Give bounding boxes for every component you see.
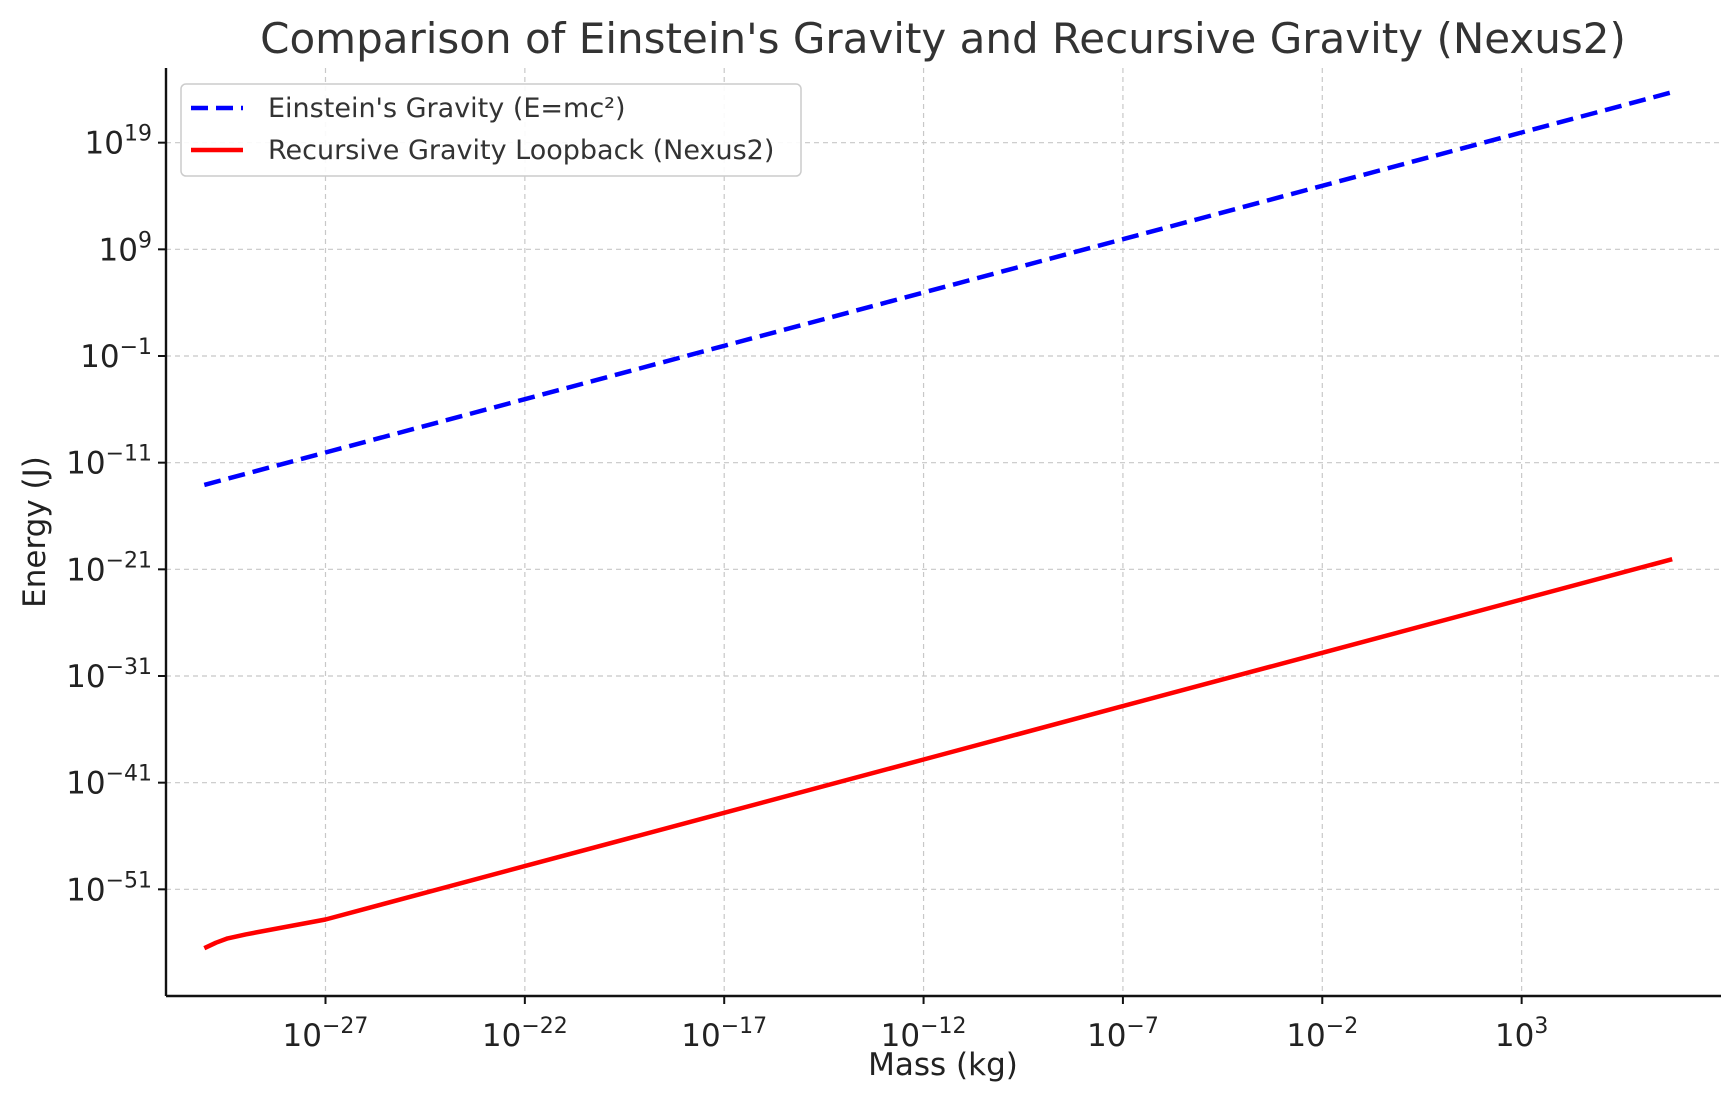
x-tick-label: 10−17 [681,1014,767,1054]
legend-box [180,83,802,177]
legend-label-recursive: Recursive Gravity Loopback (Nexus2) [268,135,774,166]
grid-layer [166,68,1721,996]
tick-layer: 10−27 10−22 10−17 10−12 10−7 10−2 103 1019 109 10… [66,122,1548,1054]
y-tick-label: 10−21 [66,548,152,588]
x-tick-label: 10−22 [482,1014,568,1054]
chart-title: Comparison of Einstein's Gravity and Rec… [260,14,1626,63]
y-tick-label: 10−1 [80,335,152,375]
x-tick-label: 10−2 [1286,1014,1358,1054]
y-tick-label: 109 [99,228,152,268]
y-tick-label: 10−41 [66,762,152,802]
y-tick-label: 10−31 [66,655,152,695]
x-tick-label: 103 [1495,1014,1548,1054]
x-tick-label: 10−12 [881,1014,967,1054]
x-tick-label: 10−7 [1087,1014,1159,1054]
legend: Einstein's Gravity (E=mc²) Recursive Gra… [180,83,802,177]
recursive-series-line [203,557,1673,951]
y-tick-label: 10−51 [66,868,152,908]
series-layer [203,90,1673,951]
y-tick-label: 10−11 [66,442,152,482]
x-axis-label: Mass (kg) [868,1047,1018,1083]
legend-label-einstein: Einstein's Gravity (E=mc²) [268,93,626,124]
y-axis-label: Energy (J) [17,456,53,608]
x-tick-label: 10−27 [283,1014,369,1054]
y-tick-label: 1019 [85,122,152,162]
